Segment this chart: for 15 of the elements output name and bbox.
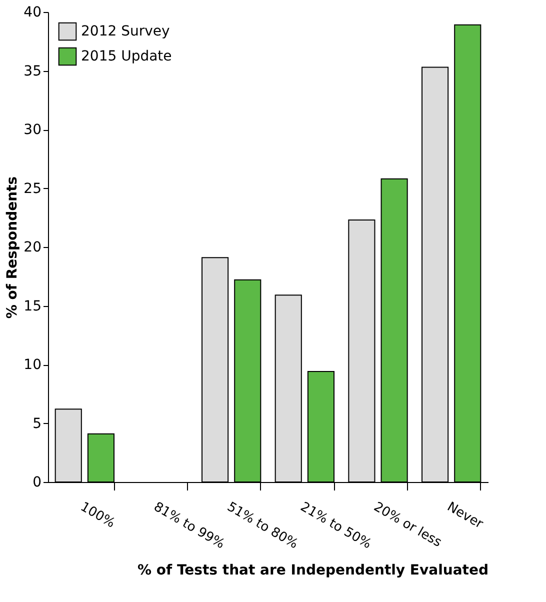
y-tick-label: 40 xyxy=(24,4,42,20)
x-axis-title: % of Tests that are Independently Evaluated xyxy=(137,562,488,578)
y-tick-label: 5 xyxy=(32,416,42,432)
y-tick-label: 15 xyxy=(24,298,42,314)
y-tick-label: 10 xyxy=(24,357,42,373)
legend-label: 2015 Update xyxy=(81,48,172,64)
x-tick-label: 21% to 50% xyxy=(298,500,374,552)
y-axis-title: % of Respondents xyxy=(4,176,21,319)
y-tick-label: 20 xyxy=(24,240,42,256)
y-tick-label: 0 xyxy=(32,474,42,490)
y-tick-label: 25 xyxy=(24,180,42,197)
legend-label: 2012 Survey xyxy=(81,24,170,40)
y-tick-label: 35 xyxy=(24,63,42,80)
y-tick-label: 30 xyxy=(24,122,42,138)
x-tick-label: 20% or less xyxy=(371,500,444,551)
